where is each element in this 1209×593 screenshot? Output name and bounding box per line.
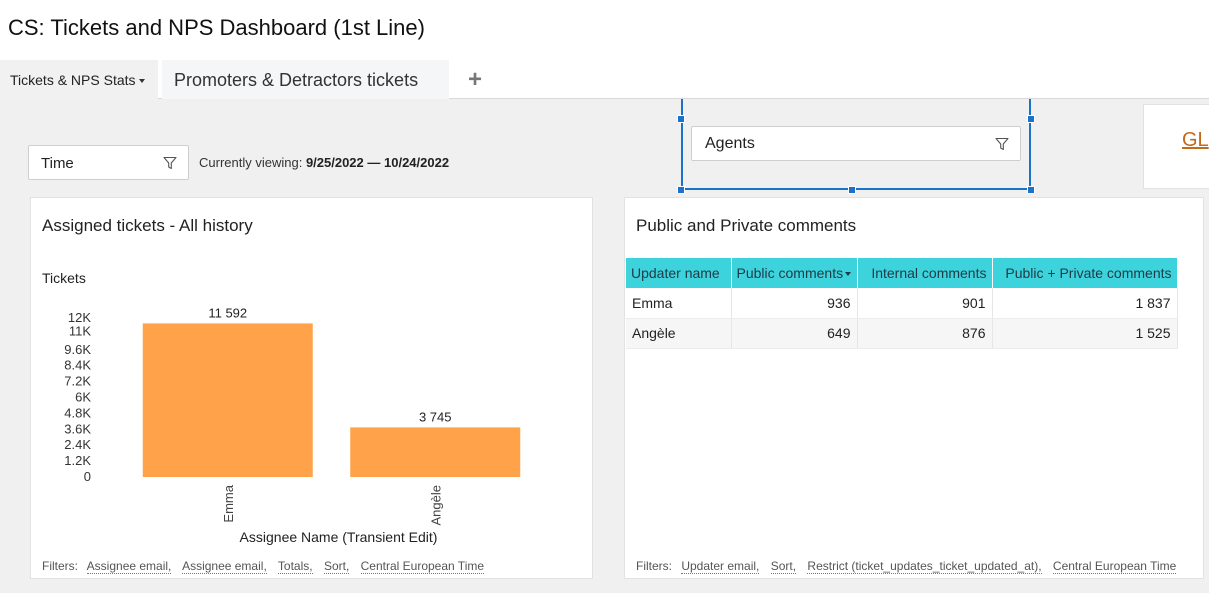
column-header-label: Internal comments (871, 265, 987, 281)
currently-viewing-text: Currently viewing: 9/25/2022 — 10/24/202… (199, 155, 449, 170)
tab-tickets-nps-stats[interactable]: Tickets & NPS Stats (0, 60, 158, 99)
y-axis-label: Tickets (42, 270, 86, 286)
x-tick-label: Emma (221, 484, 236, 522)
column-header-public-private-comments[interactable]: Public + Private comments (992, 258, 1178, 288)
viewing-range: 9/25/2022 — 10/24/2022 (305, 155, 450, 170)
bar-value-label: 11 592 (208, 305, 247, 320)
filter-item[interactable]: Sort, (323, 559, 350, 574)
comments-card: Public and Private comments Updater name… (624, 197, 1204, 579)
y-tick-label: 8.4K (64, 358, 91, 373)
y-tick-label: 2.4K (64, 437, 91, 452)
tab-bar: Tickets & NPS Stats Promoters & Detracto… (0, 60, 1209, 99)
filter-icon (163, 156, 177, 170)
tab-label: Tickets & NPS Stats (10, 72, 136, 88)
cell-public-comments: 936 (731, 288, 858, 319)
y-tick-label: 12K (68, 310, 91, 325)
sort-desc-icon (845, 272, 852, 277)
y-tick-label: 1.2K (64, 453, 91, 468)
y-tick-label: 4.8K (64, 405, 91, 420)
tab-label: Promoters & Detractors tickets (174, 70, 419, 90)
cell-internal-comments: 876 (857, 318, 993, 349)
filter-icon (995, 137, 1009, 151)
add-tab-button[interactable]: + (468, 66, 483, 93)
y-tick-label: 0 (84, 469, 91, 484)
filter-item[interactable]: Updater email, (681, 559, 760, 574)
time-filter-label: Time (41, 155, 74, 172)
gl-card: GL (1143, 104, 1209, 189)
column-header-internal-comments[interactable]: Internal comments (857, 258, 993, 288)
column-header-label: Updater name (631, 265, 720, 281)
y-tick-label: 11K (69, 323, 91, 338)
table-row: Emma 936 901 1 837 (626, 288, 1178, 319)
time-filter-dropdown[interactable]: Time (28, 145, 189, 180)
column-header-label: Public + Private comments (1005, 265, 1172, 281)
cell-public-private-comments: 1 837 (992, 288, 1178, 319)
filter-item[interactable]: Sort, (770, 559, 797, 574)
filter-item[interactable]: Central European Time (360, 559, 485, 574)
x-axis-label: Assignee Name (Transient Edit) (240, 529, 438, 545)
tab-promoters-detractors[interactable]: Promoters & Detractors tickets (162, 60, 449, 99)
chart-bar (350, 427, 521, 477)
bar-value-label: 3 745 (419, 409, 452, 424)
resize-handle[interactable] (677, 115, 685, 123)
cell-public-private-comments: 1 525 (992, 318, 1178, 349)
filter-item[interactable]: Central European Time (1052, 559, 1177, 574)
agents-selection-frame (681, 99, 1031, 190)
cell-updater-name: Angèle (626, 318, 732, 349)
resize-handle[interactable] (677, 186, 685, 194)
filter-item[interactable]: Totals, (277, 559, 313, 574)
chart-bar (142, 323, 313, 477)
filters-label: Filters: (42, 559, 78, 573)
x-tick-label: Angèle (428, 485, 443, 525)
filter-item[interactable]: Assignee email, (182, 559, 267, 574)
column-header-updater-name[interactable]: Updater name (626, 258, 732, 288)
viewing-prefix: Currently viewing: (199, 155, 306, 170)
cell-internal-comments: 901 (857, 288, 993, 319)
card-title: Assigned tickets - All history (42, 216, 253, 235)
y-tick-label: 9.6K (64, 342, 91, 357)
cell-public-comments: 649 (731, 318, 858, 349)
filter-item[interactable]: Restrict (ticket_updates_ticket_updated_… (807, 559, 1042, 574)
table-header-row: Updater name Public comments Internal co… (626, 258, 1178, 288)
resize-handle[interactable] (848, 186, 856, 194)
page-title: CS: Tickets and NPS Dashboard (1st Line) (8, 15, 425, 40)
filter-item[interactable]: Assignee email, (86, 559, 172, 574)
filters-label: Filters: (636, 559, 672, 573)
resize-handle[interactable] (1027, 115, 1035, 123)
y-tick-label: 3.6K (64, 421, 91, 436)
caret-down-icon (138, 79, 145, 84)
resize-handle[interactable] (1027, 186, 1035, 194)
cell-updater-name: Emma (626, 288, 732, 319)
top-bar: CS: Tickets and NPS Dashboard (1st Line) (0, 0, 1209, 60)
agents-filter-label: Agents (705, 135, 755, 152)
agents-filter-dropdown[interactable]: Agents (691, 126, 1021, 161)
card-filters: Filters: Updater email, Sort, Restrict (… (636, 559, 1184, 574)
y-tick-label: 7.2K (64, 374, 91, 389)
column-header-public-comments[interactable]: Public comments (731, 258, 858, 288)
card-title: Public and Private comments (636, 216, 857, 235)
comments-table: Updater name Public comments Internal co… (626, 258, 1178, 349)
card-filters: Filters: Assignee email, Assignee email,… (42, 559, 492, 574)
table-row: Angèle 649 876 1 525 (626, 318, 1178, 349)
column-header-label: Public comments (736, 265, 844, 281)
gl-link[interactable]: GL (1182, 129, 1209, 151)
assigned-tickets-card: Assigned tickets - All history Tickets 0 1… (30, 197, 593, 579)
y-tick-label: 6K (75, 390, 91, 405)
